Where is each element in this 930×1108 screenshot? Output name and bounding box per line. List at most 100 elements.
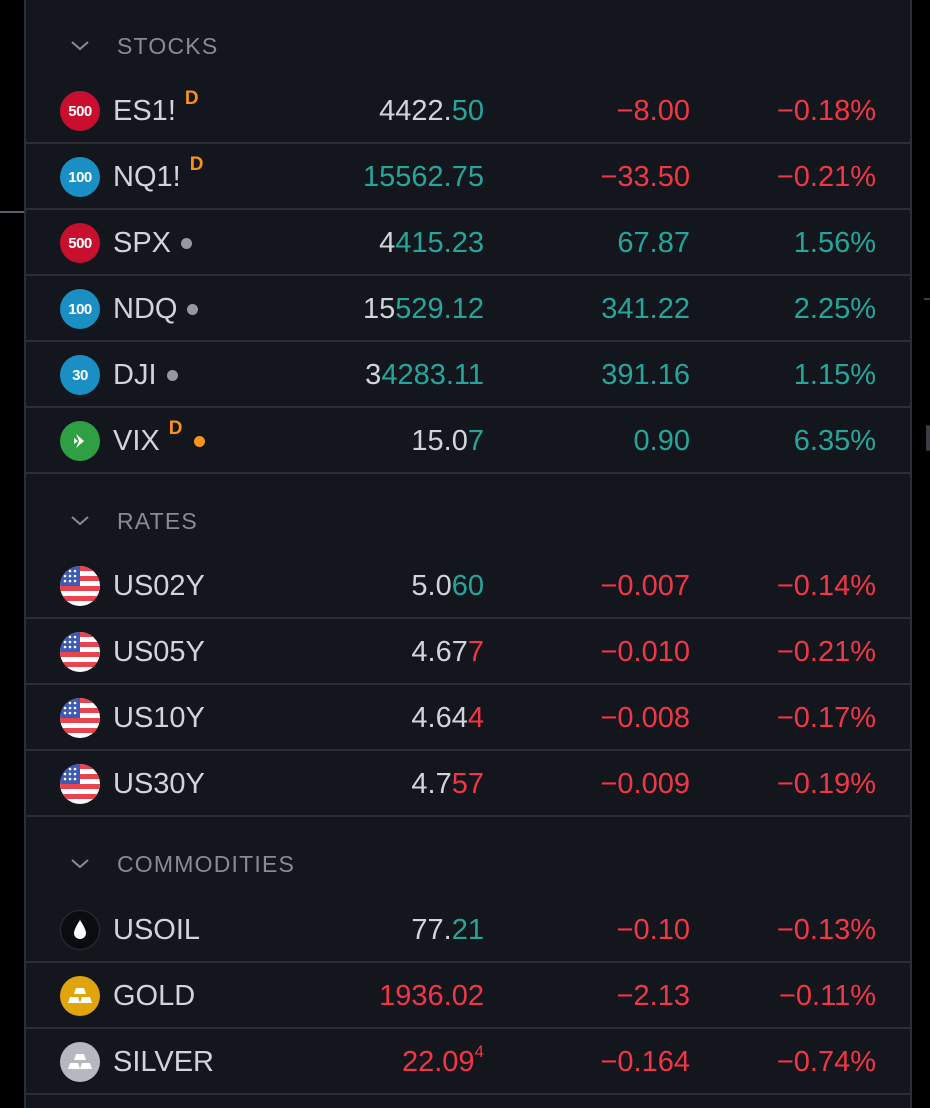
watchlist-row-usoil[interactable]: USOIL 77.21 −0.10 −0.13% [26,897,910,963]
watchlist-row-es1[interactable]: 500 ES1! D 4422.50 −8.00 −0.18% [26,78,910,144]
row-change-percent: 1.56% [793,227,876,259]
row-price: 4.757 [411,768,484,800]
row-symbol: US02Y [113,569,205,602]
watchlist-row-us30y[interactable]: US30Y 4.757 −0.009 −0.19% [26,751,910,817]
watchlist-panel: STOCKS 500 ES1! D 4422.50 −8.00 −0.18% 10… [24,0,912,1108]
row-change-percent: −0.17% [776,702,876,734]
row-price: 34283.11 [365,359,484,391]
row-symbol: DJI [113,342,178,408]
row-change: −0.164 [600,1046,690,1078]
row-price: 4.644 [411,702,484,734]
watchlist-row-vix[interactable]: VIX D 15.07 0.90 6.35% [26,408,910,474]
section-header-commodities[interactable]: COMMODITIES [26,831,910,897]
row-symbol: ES1! D [113,88,199,127]
row-price: 15529.12 [363,293,484,325]
delayed-badge: D [189,154,204,175]
nasdaq100-logo-icon: 100 [60,157,100,197]
row-change: −8.00 [616,95,690,127]
chevron-down-icon[interactable] [68,34,92,58]
right-scroll-mark [926,425,930,451]
row-change-percent: −0.18% [776,95,876,127]
row-symbol: SILVER [113,1045,215,1078]
market-status-dot [166,369,178,381]
chevron-down-icon[interactable] [68,852,92,876]
resize-handle[interactable] [0,211,24,213]
row-change-percent: −0.74% [776,1046,876,1078]
gold-bars-icon [60,976,100,1016]
silver-bars-icon [60,1042,100,1082]
row-change: 391.16 [601,359,690,391]
row-change-percent: −0.13% [776,914,876,946]
row-price: 4422.50 [379,95,484,127]
watchlist-row-us05y[interactable]: US05Y 4.677 −0.010 −0.21% [26,619,910,685]
chevron-down-icon[interactable] [68,509,92,533]
row-change: 67.87 [617,227,690,259]
row-symbol: US05Y [113,635,205,668]
row-symbol: SPX [113,210,193,276]
watchlist-row-spx[interactable]: 500 SPX 4415.23 67.87 1.56% [26,210,910,276]
row-change: 341.22 [601,293,690,325]
row-symbol: USOIL [113,913,201,946]
row-change-percent: −0.21% [776,636,876,668]
section-title: COMMODITIES [117,850,296,877]
watchlist-row-silver[interactable]: SILVER 22.094 −0.164 −0.74% [26,1029,910,1095]
row-price: 15562.75 [363,161,484,193]
row-symbol: NDQ [113,276,199,342]
watchlist-row-nq1[interactable]: 100 NQ1! D 15562.75 −33.50 −0.21% [26,144,910,210]
row-change: −2.13 [616,980,690,1012]
watchlist-row-dji[interactable]: 30 DJI 34283.11 391.16 1.15% [26,342,910,408]
row-change-percent: −0.21% [776,161,876,193]
row-change: −0.010 [600,636,690,668]
delayed-badge: D [184,88,199,109]
market-status-dot [181,237,193,249]
row-change: −0.007 [600,570,690,602]
section-header-stocks[interactable]: STOCKS [26,13,910,79]
section-divider [26,472,910,474]
watchlist-row-gold[interactable]: GOLD 1936.02 −2.13 −0.11% [26,963,910,1029]
row-change-percent: −0.14% [776,570,876,602]
left-edge [0,0,24,1108]
row-change-percent: 1.15% [793,359,876,391]
row-change-percent: −0.19% [776,768,876,800]
section-title: STOCKS [117,32,219,59]
section-title: RATES [117,507,198,534]
watchlist-row-ndq[interactable]: 100 NDQ 15529.12 341.22 2.25% [26,276,910,342]
row-change: −0.10 [616,914,690,946]
delayed-badge: D [168,418,183,439]
row-change-percent: −0.11% [778,980,876,1012]
oil-drop-icon [60,910,100,950]
row-symbol: US30Y [113,767,205,800]
nasdaq100-logo-icon: 100 [60,289,100,329]
right-edge [912,0,930,1108]
section-header-rates[interactable]: RATES [26,488,910,554]
us-flag-icon [60,632,100,672]
row-change: −0.008 [600,702,690,734]
us-flag-icon [60,764,100,804]
us-flag-icon [60,698,100,738]
row-price: 77.21 [411,914,484,946]
row-change: −0.009 [600,768,690,800]
vix-logo-icon [60,421,100,461]
row-change: −33.50 [600,161,690,193]
row-price: 15.07 [411,425,484,457]
sp500-logo-icon: 500 [60,223,100,263]
row-symbol: US10Y [113,701,205,734]
watchlist-row-us10y[interactable]: US10Y 4.644 −0.008 −0.17% [26,685,910,751]
row-price: 4415.23 [379,227,484,259]
row-symbol: VIX D [113,408,206,474]
row-price: 1936.02 [379,980,484,1012]
us-flag-icon [60,566,100,606]
price-fraction: 4 [474,1042,484,1061]
market-status-dot [187,303,199,315]
row-symbol: GOLD [113,979,196,1012]
right-divider [924,298,930,300]
watchlist-row-us02y[interactable]: US02Y 5.060 −0.007 −0.14% [26,553,910,619]
sp500-logo-icon: 500 [60,91,100,131]
row-price: 4.677 [411,636,484,668]
dow30-logo-icon: 30 [60,355,100,395]
row-change-percent: 2.25% [793,293,876,325]
row-price: 5.060 [411,570,484,602]
row-change: 0.90 [633,425,690,457]
row-symbol: NQ1! D [113,154,204,193]
row-price: 22.094 [401,1042,484,1078]
